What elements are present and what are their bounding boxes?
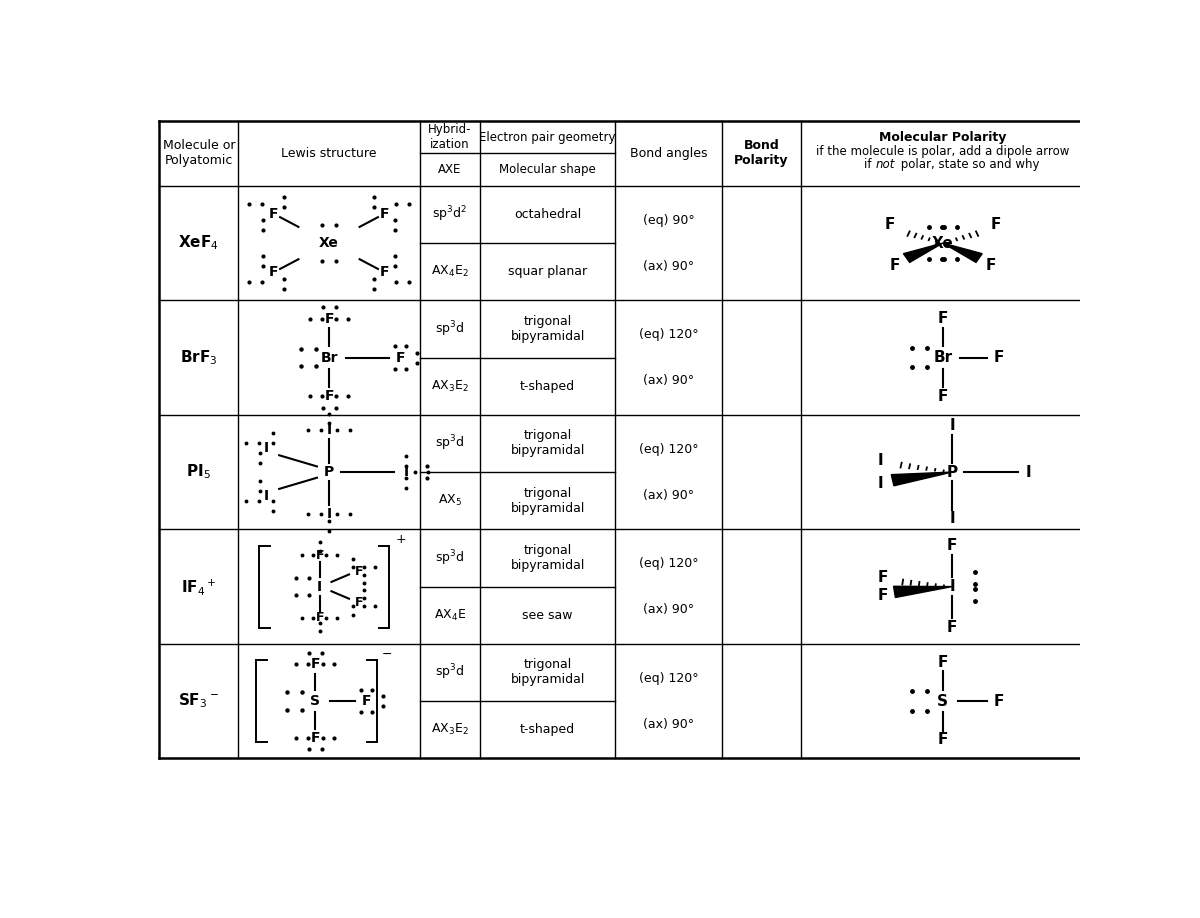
Text: Xe: Xe [319,236,338,250]
Text: F: F [877,570,888,586]
Text: t-shaped: t-shaped [520,380,575,393]
Text: polar, state so and why: polar, state so and why [898,158,1039,171]
Text: F: F [937,655,948,670]
Text: I: I [877,453,883,468]
Text: Br: Br [320,351,337,364]
Text: trigonal
bipyramidal: trigonal bipyramidal [510,544,584,572]
Polygon shape [904,243,943,263]
Text: F: F [947,539,958,554]
Text: Molecule or
Polyatomic: Molecule or Polyatomic [162,140,235,167]
Text: I: I [264,489,269,503]
Text: sp$^3$d: sp$^3$d [436,433,464,453]
Text: F: F [316,611,324,624]
Text: PI$_5$: PI$_5$ [186,463,211,481]
Text: F: F [937,389,948,404]
Text: F: F [889,258,900,273]
Text: trigonal
bipyramidal: trigonal bipyramidal [510,315,584,343]
Text: Bond angles: Bond angles [630,147,707,160]
Text: I: I [949,418,955,433]
Text: I: I [326,423,331,437]
Text: F: F [937,733,948,747]
Text: S: S [937,694,948,709]
Text: trigonal
bipyramidal: trigonal bipyramidal [510,430,584,457]
Text: AX$_3$E$_2$: AX$_3$E$_2$ [431,378,469,394]
Text: +: + [395,533,406,546]
Text: F: F [269,207,278,220]
Text: I: I [1026,465,1032,479]
Text: t-shaped: t-shaped [520,723,575,736]
Text: I: I [404,465,409,479]
Text: if the molecule is polar, add a dipole arrow: if the molecule is polar, add a dipole a… [816,145,1069,158]
Text: F: F [269,265,278,279]
Text: sp$^3$d: sp$^3$d [436,548,464,567]
Text: F: F [311,731,320,744]
Text: Xe: Xe [932,236,954,251]
Text: (eq) 120°

(ax) 90°: (eq) 120° (ax) 90° [638,442,698,501]
Text: AXE: AXE [438,163,462,176]
Text: sp$^3$d$^2$: sp$^3$d$^2$ [432,205,468,224]
Polygon shape [943,243,983,263]
Text: (eq) 90°

(ax) 90°: (eq) 90° (ax) 90° [643,214,695,273]
Text: octahedral: octahedral [514,207,581,221]
Text: F: F [884,218,895,232]
Text: F: F [380,207,389,220]
Text: S: S [310,694,320,708]
Text: if: if [864,158,875,171]
Text: squar planar: squar planar [508,265,587,278]
Text: (eq) 120°

(ax) 90°: (eq) 120° (ax) 90° [638,672,698,731]
Text: Hybrid-
ization: Hybrid- ization [428,123,472,151]
Text: sp$^3$d: sp$^3$d [436,663,464,682]
Text: I: I [264,442,269,455]
Text: F: F [324,389,334,403]
Text: P: P [324,465,334,479]
Text: I: I [877,476,883,491]
Polygon shape [894,587,952,598]
Text: IF$_4$$^+$: IF$_4$$^+$ [181,577,216,597]
Text: F: F [994,694,1004,709]
Text: F: F [396,351,406,364]
Text: Lewis structure: Lewis structure [281,147,377,160]
Text: I: I [326,508,331,521]
Text: AX$_5$: AX$_5$ [438,493,462,509]
Text: AX$_3$E$_2$: AX$_3$E$_2$ [431,722,469,737]
Text: SF$_3$$^-$: SF$_3$$^-$ [179,692,220,711]
Text: I: I [949,579,955,594]
Text: Molecular Polarity: Molecular Polarity [880,131,1007,144]
Text: AX$_4$E$_2$: AX$_4$E$_2$ [431,264,469,279]
Text: F: F [877,588,888,603]
Text: see saw: see saw [522,609,572,621]
Text: F: F [380,265,389,279]
Polygon shape [892,472,952,486]
Text: F: F [316,549,324,562]
Text: F: F [354,596,364,609]
Text: Bond
Polarity: Bond Polarity [734,140,788,167]
Text: F: F [361,694,371,708]
Text: Electron pair geometry: Electron pair geometry [479,130,616,143]
Text: trigonal
bipyramidal: trigonal bipyramidal [510,658,584,687]
Text: I: I [317,579,323,594]
Text: trigonal
bipyramidal: trigonal bipyramidal [510,487,584,515]
Text: not: not [876,158,895,171]
Text: F: F [991,218,1001,232]
Text: −: − [382,648,392,661]
Text: F: F [937,311,948,326]
Text: Br: Br [934,350,953,365]
Text: BrF$_3$: BrF$_3$ [180,348,217,367]
Text: P: P [947,465,958,479]
Text: F: F [311,657,320,671]
Text: (eq) 120°

(ax) 90°: (eq) 120° (ax) 90° [638,328,698,387]
Text: (eq) 120°

(ax) 90°: (eq) 120° (ax) 90° [638,557,698,616]
Text: F: F [354,565,364,577]
Text: I: I [949,511,955,526]
Text: F: F [986,258,996,273]
Text: F: F [947,620,958,634]
Text: Molecular shape: Molecular shape [499,163,596,176]
Text: F: F [324,312,334,326]
Text: sp$^3$d: sp$^3$d [436,319,464,339]
Text: AX$_4$E: AX$_4$E [434,608,466,622]
Text: XeF$_4$: XeF$_4$ [179,234,220,252]
Text: F: F [994,350,1004,365]
